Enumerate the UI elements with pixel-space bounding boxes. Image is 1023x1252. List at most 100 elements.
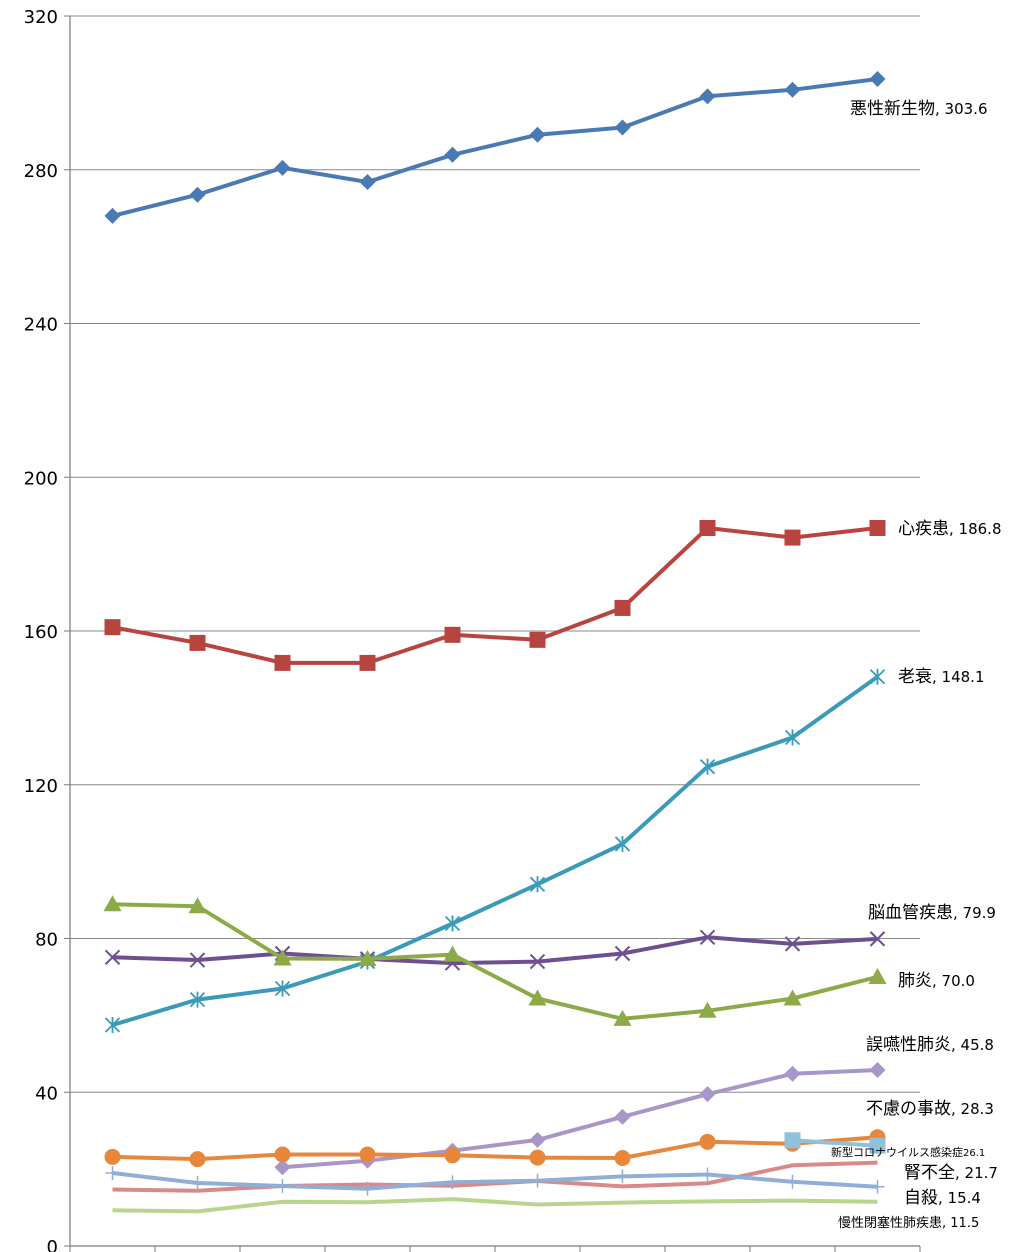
series-10 [105,1165,885,1196]
series-label: 老衰, 148.1 [898,667,985,687]
data-point [870,1179,885,1194]
data-point [444,915,461,932]
data-point [529,953,546,970]
series-name: 肺炎 [898,971,932,991]
data-point [274,159,291,176]
series-value: 28.3 [961,1100,994,1118]
series-name: 新型コロナウイルス感染症 [831,1145,963,1159]
series-value: 70.0 [942,972,975,990]
series-line [111,675,879,1027]
series-line [112,526,878,665]
series-value: 21.7 [965,1164,998,1182]
series-label: 心疾患, 186.8 [898,519,1002,539]
series-4 [104,929,886,971]
series-value: 15.4 [948,1189,981,1207]
series-labels-layer: 悪性新生物, 303.6 心疾患, 186.8 老衰, 148.1 脳血管疾患, 79… [831,99,1002,1231]
series-name: 慢性閉塞性肺疾患 [838,1215,942,1231]
y-tick-label: 0 [47,1237,58,1252]
series-value: 148.1 [942,668,985,686]
y-axis-tick-labels: 0 40 80 120 160 200 240 280 320 [24,7,58,1252]
data-point [529,876,546,893]
data-point [784,1065,801,1082]
data-point [358,949,377,966]
data-point [274,654,291,671]
series-line [792,1138,878,1148]
data-point [445,1175,460,1190]
data-point [614,1149,631,1166]
series-2 [104,519,886,671]
data-point [104,207,121,224]
series-line [112,77,878,218]
series-label: 肺炎, 70.0 [898,971,975,991]
series-value: 186.8 [959,520,1002,538]
data-point [699,1133,716,1150]
y-tick-label: 200 [24,468,58,489]
series-value: 11.5 [950,1216,979,1231]
series-8 [784,1132,886,1154]
data-point [274,980,291,997]
data-point [274,1146,291,1163]
data-point [699,88,716,105]
series-label: 不慮の事故, 28.3 [866,1099,994,1119]
data-point [614,599,631,616]
data-point [360,1181,375,1196]
series-label: 新型コロナウイルス感染症26.1 [831,1145,985,1159]
data-point [359,1146,376,1163]
data-point [869,519,886,536]
data-point [698,1001,717,1018]
data-point [784,1132,801,1149]
data-point [614,1108,631,1125]
data-point [275,1179,290,1194]
data-point [528,989,547,1006]
data-point [359,174,376,191]
series-9 [112,1160,878,1193]
series-7 [104,1129,886,1168]
series-name: 不慮の事故 [866,1099,951,1119]
data-point [444,626,461,643]
series-1 [104,71,886,224]
series-line [282,1068,878,1170]
data-point [869,1061,886,1078]
series-line [112,1160,878,1193]
data-point [869,1137,886,1154]
series-name: 誤嚥性肺炎 [866,1035,951,1055]
series-label: 自殺, 15.4 [904,1188,981,1208]
data-point [529,631,546,648]
data-point [869,931,886,947]
data-point [530,1173,545,1188]
series-name: 悪性新生物 [850,99,935,119]
series-line [112,935,878,966]
y-tick-label: 240 [24,315,58,336]
series-label: 脳血管疾患, 79.9 [868,903,996,923]
data-point [104,1148,121,1165]
series-name: 心疾患 [898,519,949,539]
data-point [444,1147,461,1164]
series-name: 脳血管疾患 [868,903,953,923]
series-label: 悪性新生物, 303.6 [850,99,988,119]
series-label: 慢性閉塞性肺疾患, 11.5 [838,1215,979,1231]
data-point [188,897,207,914]
series-line [112,1135,878,1162]
data-point [784,936,801,952]
data-point [189,991,206,1008]
y-tick-label: 320 [24,7,58,28]
data-point [273,949,292,966]
data-point [614,119,631,136]
data-point [784,529,801,546]
data-point [868,967,887,984]
y-tick-label: 280 [24,161,58,182]
axes [64,15,921,1252]
series-label: 腎不全, 21.7 [904,1163,998,1183]
data-point [614,945,631,962]
data-point [699,1086,716,1103]
y-tick-label: 120 [24,776,58,797]
data-point [444,146,461,163]
series-label: 誤嚥性肺炎, 45.8 [866,1035,994,1055]
data-point [105,1165,120,1180]
data-point [104,619,121,636]
data-point [869,71,886,88]
data-point [529,126,546,143]
series-value: 26.1 [963,1148,985,1159]
series-11 [112,1197,878,1214]
